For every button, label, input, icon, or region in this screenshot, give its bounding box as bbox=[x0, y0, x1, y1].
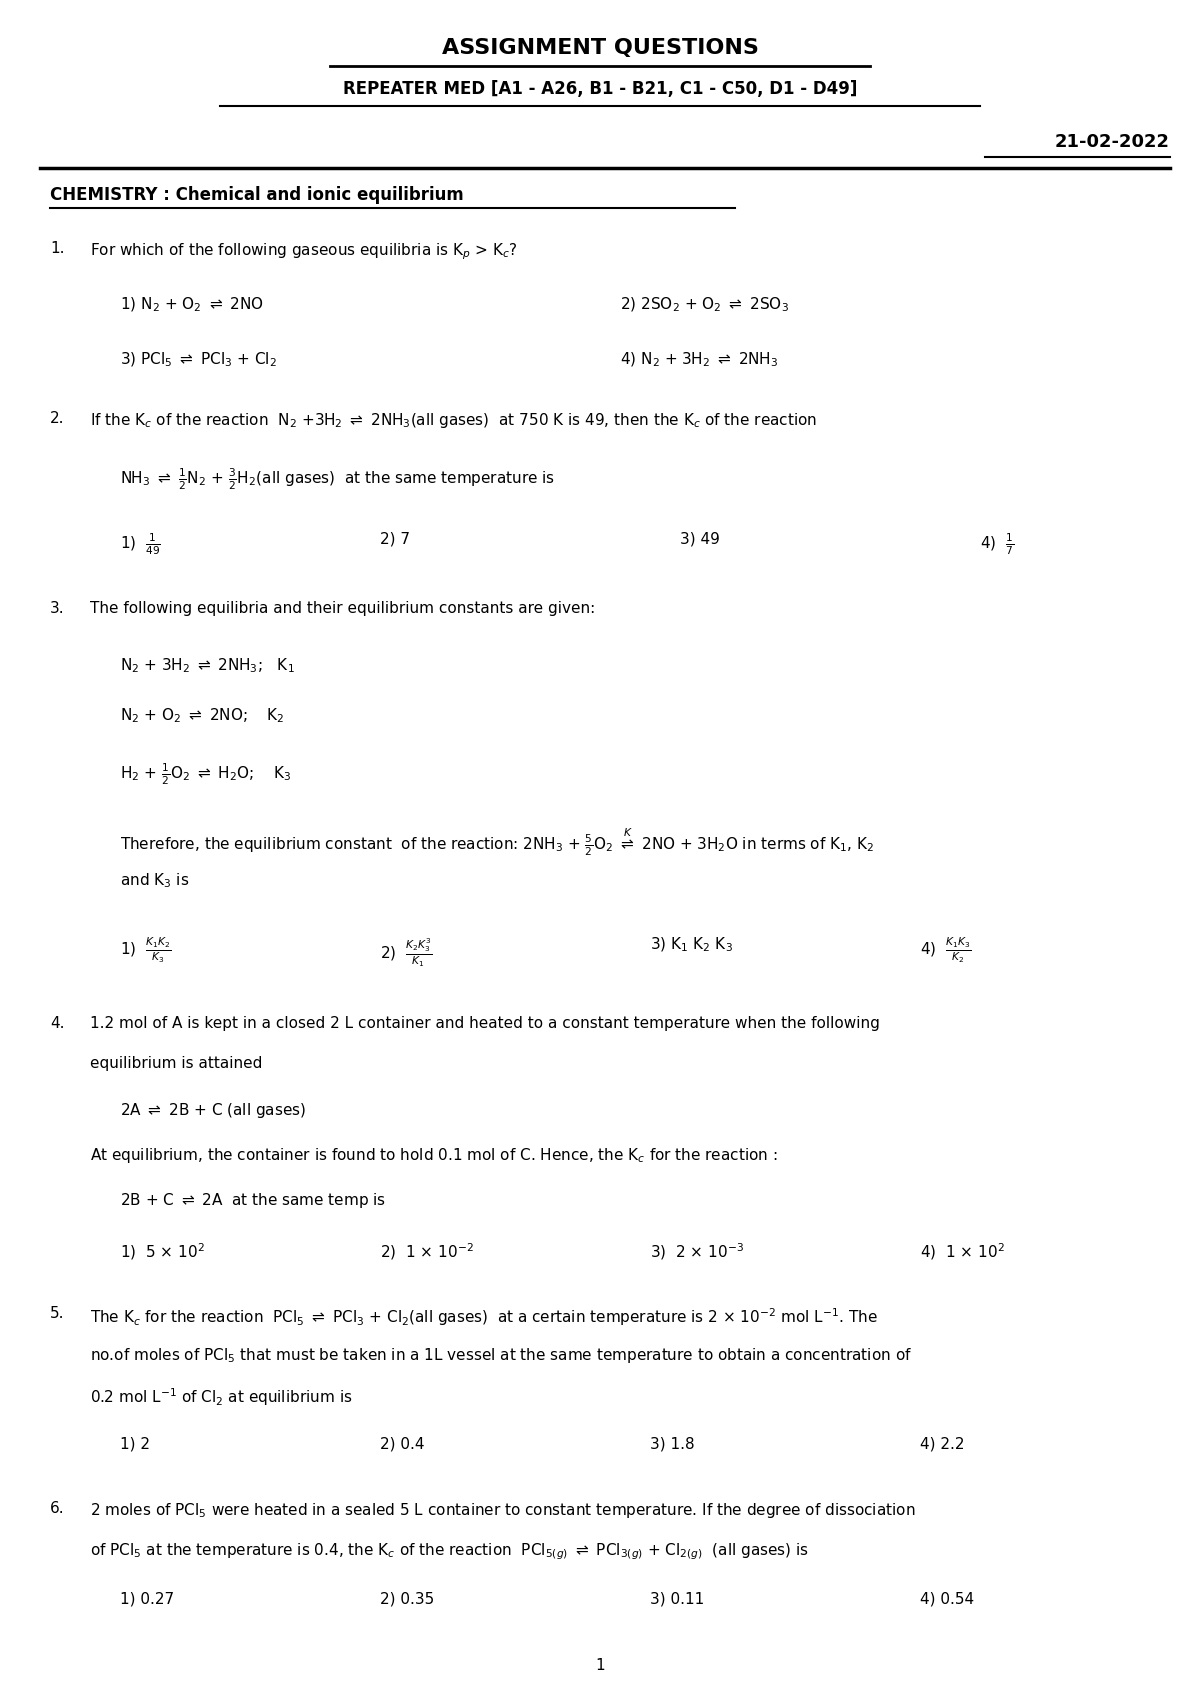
Text: 4)  $\frac{1}{7}$: 4) $\frac{1}{7}$ bbox=[980, 531, 1014, 557]
Text: 2 moles of PCl$_5$ were heated in a sealed 5 L container to constant temperature: 2 moles of PCl$_5$ were heated in a seal… bbox=[90, 1501, 916, 1520]
Text: Therefore, the equilibrium constant  of the reaction: 2NH$_3$ + $\frac{5}{2}$O$_: Therefore, the equilibrium constant of t… bbox=[120, 825, 875, 857]
Text: of PCl$_5$ at the temperature is 0.4, the K$_c$ of the reaction  PCl$_{5(g)}$ $\: of PCl$_5$ at the temperature is 0.4, th… bbox=[90, 1542, 809, 1562]
Text: 2) 0.35: 2) 0.35 bbox=[380, 1591, 434, 1606]
Text: 3.: 3. bbox=[50, 601, 65, 616]
Text: REPEATER MED [A1 - A26, B1 - B21, C1 - C50, D1 - D49]: REPEATER MED [A1 - A26, B1 - B21, C1 - C… bbox=[343, 80, 857, 98]
Text: For which of the following gaseous equilibria is K$_p$ > K$_c$?: For which of the following gaseous equil… bbox=[90, 241, 517, 261]
Text: 1.: 1. bbox=[50, 241, 65, 256]
Text: At equilibrium, the container is found to hold 0.1 mol of C. Hence, the K$_c$ fo: At equilibrium, the container is found t… bbox=[90, 1146, 778, 1165]
Text: 1: 1 bbox=[595, 1657, 605, 1673]
Text: 3) K$_1$ K$_2$ K$_3$: 3) K$_1$ K$_2$ K$_3$ bbox=[650, 936, 733, 954]
Text: NH$_3$ $\rightleftharpoons$ $\frac{1}{2}$N$_2$ + $\frac{3}{2}$H$_2$(all gases)  : NH$_3$ $\rightleftharpoons$ $\frac{1}{2}… bbox=[120, 465, 556, 492]
Text: H$_2$ + $\frac{1}{2}$O$_2$ $\rightleftharpoons$ H$_2$O;    K$_3$: H$_2$ + $\frac{1}{2}$O$_2$ $\rightleftha… bbox=[120, 761, 292, 786]
Text: 6.: 6. bbox=[50, 1501, 65, 1516]
Text: 3) PCl$_5$ $\rightleftharpoons$ PCl$_3$ + Cl$_2$: 3) PCl$_5$ $\rightleftharpoons$ PCl$_3$ … bbox=[120, 351, 277, 370]
Text: 3) 49: 3) 49 bbox=[680, 531, 720, 547]
Text: 1) 0.27: 1) 0.27 bbox=[120, 1591, 174, 1606]
Text: 2)  $\frac{K_2 K_3^3}{K_1}$: 2) $\frac{K_2 K_3^3}{K_1}$ bbox=[380, 936, 432, 968]
Text: 2A $\rightleftharpoons$ 2B + C (all gases): 2A $\rightleftharpoons$ 2B + C (all gase… bbox=[120, 1100, 306, 1121]
Text: 5.: 5. bbox=[50, 1306, 65, 1321]
Text: 1.2 mol of A is kept in a closed 2 L container and heated to a constant temperat: 1.2 mol of A is kept in a closed 2 L con… bbox=[90, 1015, 880, 1031]
Text: 2.: 2. bbox=[50, 411, 65, 426]
Text: 1) 2: 1) 2 bbox=[120, 1437, 150, 1452]
Text: N$_2$ + O$_2$ $\rightleftharpoons$ 2NO;    K$_2$: N$_2$ + O$_2$ $\rightleftharpoons$ 2NO; … bbox=[120, 706, 284, 725]
Text: 2)  1 $\times$ 10$^{-2}$: 2) 1 $\times$ 10$^{-2}$ bbox=[380, 1241, 474, 1262]
Text: 3) 0.11: 3) 0.11 bbox=[650, 1591, 704, 1606]
Text: 1) N$_2$ + O$_2$ $\rightleftharpoons$ 2NO: 1) N$_2$ + O$_2$ $\rightleftharpoons$ 2N… bbox=[120, 295, 264, 314]
Text: 4) N$_2$ + 3H$_2$ $\rightleftharpoons$ 2NH$_3$: 4) N$_2$ + 3H$_2$ $\rightleftharpoons$ 2… bbox=[620, 351, 779, 370]
Text: 4) 0.54: 4) 0.54 bbox=[920, 1591, 974, 1606]
Text: N$_2$ + 3H$_2$ $\rightleftharpoons$ 2NH$_3$;   K$_1$: N$_2$ + 3H$_2$ $\rightleftharpoons$ 2NH$… bbox=[120, 655, 295, 674]
Text: 1)  $\frac{K_1 K_2}{K_3}$: 1) $\frac{K_1 K_2}{K_3}$ bbox=[120, 936, 172, 966]
Text: If the K$_c$ of the reaction  N$_2$ +3H$_2$ $\rightleftharpoons$ 2NH$_3$(all gas: If the K$_c$ of the reaction N$_2$ +3H$_… bbox=[90, 411, 817, 430]
Text: 3)  2 $\times$ 10$^{-3}$: 3) 2 $\times$ 10$^{-3}$ bbox=[650, 1241, 744, 1262]
Text: 4)  $\frac{K_1 K_3}{K_2}$: 4) $\frac{K_1 K_3}{K_2}$ bbox=[920, 936, 972, 966]
Text: 4) 2.2: 4) 2.2 bbox=[920, 1437, 965, 1452]
Text: 2) 2SO$_2$ + O$_2$ $\rightleftharpoons$ 2SO$_3$: 2) 2SO$_2$ + O$_2$ $\rightleftharpoons$ … bbox=[620, 295, 788, 314]
Text: equilibrium is attained: equilibrium is attained bbox=[90, 1056, 263, 1071]
Text: The following equilibria and their equilibrium constants are given:: The following equilibria and their equil… bbox=[90, 601, 595, 616]
Text: no.of moles of PCl$_5$ that must be taken in a 1L vessel at the same temperature: no.of moles of PCl$_5$ that must be take… bbox=[90, 1347, 912, 1365]
Text: 1)  $\frac{1}{49}$: 1) $\frac{1}{49}$ bbox=[120, 531, 161, 557]
Text: The K$_c$ for the reaction  PCl$_5$ $\rightleftharpoons$ PCl$_3$ + Cl$_2$(all ga: The K$_c$ for the reaction PCl$_5$ $\rig… bbox=[90, 1306, 878, 1328]
Text: 21-02-2022: 21-02-2022 bbox=[1055, 132, 1170, 151]
Text: 2) 0.4: 2) 0.4 bbox=[380, 1437, 425, 1452]
Text: ASSIGNMENT QUESTIONS: ASSIGNMENT QUESTIONS bbox=[442, 37, 758, 58]
Text: 2B + C $\rightleftharpoons$ 2A  at the same temp is: 2B + C $\rightleftharpoons$ 2A at the sa… bbox=[120, 1190, 386, 1211]
Text: 1)  5 $\times$ 10$^2$: 1) 5 $\times$ 10$^2$ bbox=[120, 1241, 205, 1262]
Text: CHEMISTRY : Chemical and ionic equilibrium: CHEMISTRY : Chemical and ionic equilibri… bbox=[50, 187, 463, 204]
Text: 3) 1.8: 3) 1.8 bbox=[650, 1437, 695, 1452]
Text: 0.2 mol L$^{-1}$ of Cl$_2$ at equilibrium is: 0.2 mol L$^{-1}$ of Cl$_2$ at equilibriu… bbox=[90, 1386, 353, 1408]
Text: and K$_3$ is: and K$_3$ is bbox=[120, 871, 190, 890]
Text: 4.: 4. bbox=[50, 1015, 65, 1031]
Text: 2) 7: 2) 7 bbox=[380, 531, 410, 547]
Text: 4)  1 $\times$ 10$^2$: 4) 1 $\times$ 10$^2$ bbox=[920, 1241, 1004, 1262]
